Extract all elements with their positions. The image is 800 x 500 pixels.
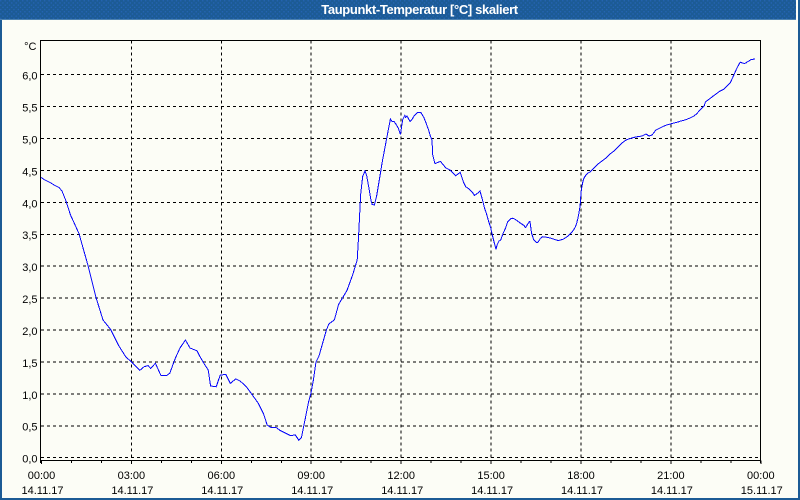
svg-text:0,5: 0,5: [22, 422, 37, 434]
svg-text:14.11.17: 14.11.17: [651, 485, 693, 497]
svg-text:1,0: 1,0: [22, 390, 37, 402]
svg-text:4,5: 4,5: [22, 166, 37, 178]
svg-text:3,0: 3,0: [22, 262, 37, 274]
svg-text:14.11.17: 14.11.17: [381, 485, 423, 497]
svg-text:18:00: 18:00: [567, 470, 595, 482]
svg-text:6,0: 6,0: [22, 71, 37, 83]
svg-text:5,5: 5,5: [22, 103, 37, 115]
svg-text:2,5: 2,5: [22, 294, 37, 306]
svg-text:14.11.17: 14.11.17: [21, 485, 63, 497]
svg-text:14.11.17: 14.11.17: [561, 485, 603, 497]
svg-text:15.11.17: 15.11.17: [741, 485, 783, 497]
svg-text:09:00: 09:00: [297, 470, 325, 482]
svg-text:15:00: 15:00: [477, 470, 505, 482]
svg-text:03:00: 03:00: [118, 470, 146, 482]
svg-text:3,5: 3,5: [22, 230, 37, 242]
svg-text:2,0: 2,0: [22, 326, 37, 338]
svg-text:00:00: 00:00: [28, 470, 56, 482]
svg-text:14.11.17: 14.11.17: [471, 485, 513, 497]
svg-text:4,0: 4,0: [22, 198, 37, 210]
svg-text:0,0: 0,0: [22, 454, 37, 466]
svg-text:°C: °C: [24, 41, 36, 53]
svg-text:06:00: 06:00: [208, 470, 236, 482]
svg-text:00:00: 00:00: [747, 470, 775, 482]
svg-text:14.11.17: 14.11.17: [111, 485, 153, 497]
svg-text:12:00: 12:00: [387, 470, 415, 482]
svg-text:21:00: 21:00: [657, 470, 685, 482]
svg-text:5,0: 5,0: [22, 134, 37, 146]
svg-text:14.11.17: 14.11.17: [201, 485, 243, 497]
svg-text:14.11.17: 14.11.17: [291, 485, 333, 497]
svg-text:1,5: 1,5: [22, 358, 37, 370]
